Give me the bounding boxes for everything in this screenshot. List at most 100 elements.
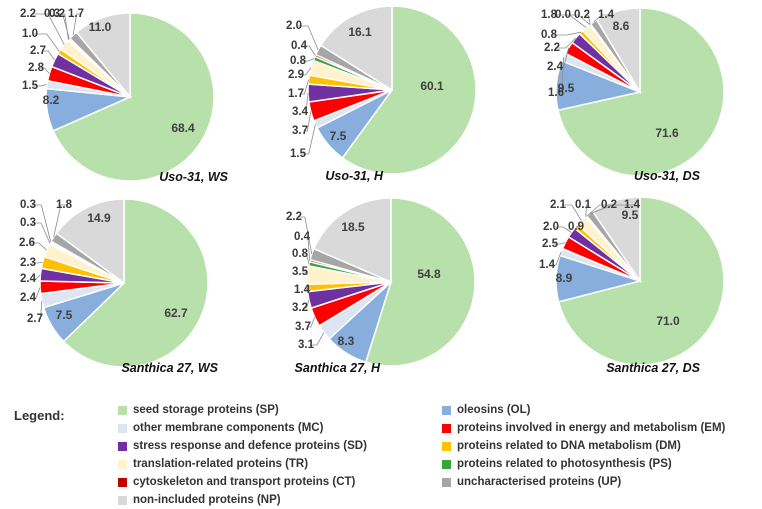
data-label-up: 1.7 [68,8,84,20]
data-label-mc: 1.4 [539,259,556,271]
leader-line [306,287,308,291]
leader-line [32,274,41,280]
data-label-mc: 3.1 [298,339,315,351]
data-label-dm: 1.0 [22,28,38,40]
leader-line [310,332,325,346]
slice-sp [62,198,209,368]
data-label-sp: 54.8 [417,267,441,281]
legend-heading: Legend: [14,408,65,423]
leader-line [302,124,316,155]
data-label-ct: 0.2 [574,9,590,21]
leader-line [575,226,580,228]
legend-item-np: non-included proteins (NP) [118,494,281,506]
legend-swatch [442,441,451,451]
data-label-ct: 0.3 [20,199,36,211]
data-label-sp: 68.4 [171,121,195,135]
data-label-ct: 0.4 [291,40,308,52]
pie-title: Santhica 27, WS [121,361,218,375]
legend-swatch [118,459,127,469]
pie-chart-5: 54.8 8.3 3.1 3.7 3.2 1.4 3.5 0.8 0.4 2.2 18.5 Santh… [286,197,476,375]
data-label-ps: 0.8 [290,55,307,67]
legend-item-sd: stress response and defence proteins (SD… [118,440,367,452]
leader-line [72,13,80,36]
pie-chart-6: 71.08.91.42.52.0 0.92.1 0.1 0.2 1.49.5Santhi… [539,196,725,375]
legend-item-ps: proteins related to photosynthesis (PS) [442,458,672,470]
leader-line [300,79,309,95]
legend: Legend: seed storage proteins (SP) oleosi… [0,396,762,509]
legend-label: proteins involved in energy and metaboli… [457,422,726,434]
legend-label: oleosins (OL) [457,404,531,416]
data-label-sd: 2.0 [543,221,559,233]
data-label-mc: 1.6 [548,87,564,99]
slice-sp [341,5,477,175]
leader-line [304,253,310,264]
data-label-np: 16.1 [348,25,372,39]
data-label-sd: 2.7 [30,45,46,57]
pie-title: Santhica 27, H [295,361,381,375]
leader-line [304,299,310,309]
leader-line [32,262,43,264]
pie-title: Santhica 27, DS [606,361,700,375]
pie-title: Uso-31, WS [159,170,228,184]
pie-chart-1: 68.4 8.2 1.5 2.8 2.7 1.0 2.2 0.20.3 1.7 11.0 Uso-3… [20,8,229,184]
data-label-sd: 3.2 [292,302,308,314]
data-label-ps: 0.2 [49,8,65,20]
data-label-sd: 2.4 [20,273,37,285]
leader-line [304,92,309,113]
data-label-tr: 1.8 [541,9,558,21]
leader-line [556,37,576,49]
leader-line [32,222,51,244]
leader-line [34,84,47,87]
legend-swatch [442,423,451,433]
leader-line [298,216,313,255]
data-label-sp: 71.0 [656,314,680,328]
legend-label: cytoskeleton and transport proteins (CT) [133,476,356,488]
pie-chart-3: 71.6 9.51.6 2.4 2.20.8 1.80.0 0.2 1.48.6 Uso-31… [541,7,725,183]
legend-label: seed storage proteins (SP) [133,404,279,416]
leader-line [39,300,43,320]
slice-np [312,197,392,284]
pie-title: Uso-31, DS [634,169,701,183]
legend-swatch [442,459,451,469]
leader-line [300,67,312,76]
data-label-up: 1.4 [624,199,641,211]
data-label-tr: 2.9 [288,69,304,81]
leader-line [56,13,70,40]
leader-line [586,14,591,25]
leader-line [555,226,572,233]
data-label-ps: 0.8 [292,248,309,260]
data-label-dm: 1.4 [294,284,311,296]
legend-swatch [118,441,127,451]
leader-line [553,31,582,36]
data-label-np: 14.9 [87,211,111,225]
legend-swatch [118,405,127,415]
data-label-ol: 7.5 [56,308,73,322]
leader-line [567,14,591,25]
leader-line [559,47,569,68]
legend-label: uncharacterised proteins (UP) [457,476,622,488]
leader-line [31,242,47,251]
slice-np [595,7,641,95]
slice-np [75,12,131,100]
legend-label: translation-related proteins (TR) [133,458,309,470]
data-label-mc: 1.5 [22,80,39,92]
data-label-dm: 0.8 [541,29,558,41]
data-label-em: 2.5 [542,238,559,250]
legend-item-em: proteins involved in energy and metaboli… [442,422,725,434]
legend-label: non-included proteins (NP) [133,494,281,506]
data-label-sd: 3.4 [292,106,309,118]
leader-line [303,45,316,56]
legend-item-ol: oleosins (OL) [442,404,530,416]
pie-title: Uso-31, H [325,169,384,183]
data-label-up: 2.2 [286,211,302,223]
leader-line [42,50,55,61]
pie-chart-figure: 68.48.21.52.82.71.02.2 0.20.3 1.711.0Uso-3… [19,5,725,375]
legend-item-sp: seed storage proteins (SP) [118,404,279,416]
leader-line [304,271,308,276]
legend-label: proteins related to photosynthesis (PS) [457,458,672,470]
data-label-up: 1.8 [56,199,73,211]
data-label-tr: 2.2 [20,8,36,20]
legend-swatch [442,405,451,415]
legend-swatch [118,477,127,487]
leader-line [34,33,60,52]
